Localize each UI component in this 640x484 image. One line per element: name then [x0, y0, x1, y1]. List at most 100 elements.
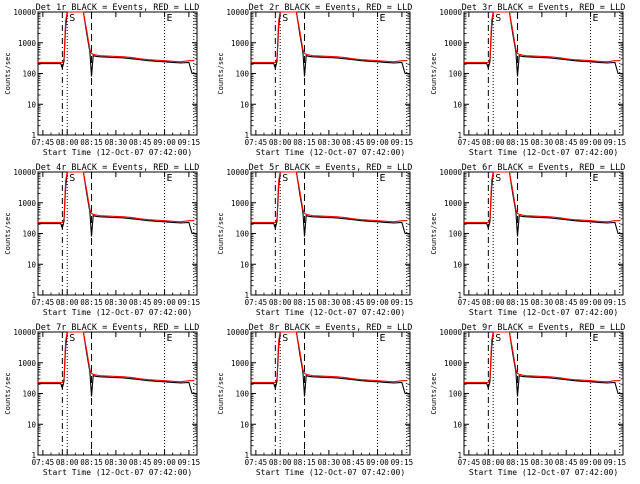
- panel-1-ytick-label: 100: [22, 70, 36, 79]
- panel-5-title: Det 5r BLACK = Events, RED = LLD: [249, 163, 413, 173]
- panel-7-title: Det 7r BLACK = Events, RED = LLD: [36, 323, 200, 333]
- panel-7-ytick-label: 100: [22, 390, 36, 399]
- panel-5-ytick-label: 10000: [226, 168, 249, 177]
- panel-7-marker-label: S: [69, 333, 75, 344]
- panel-9-xtick-label: 08:15: [506, 458, 529, 467]
- panel-4-ytick-label: 1000: [18, 199, 37, 208]
- panel-1-xtick-label: 08:15: [80, 138, 103, 147]
- panel-4-xtick-label: 08:00: [56, 298, 79, 307]
- panel-4-xlabel: Start Time (12-Oct-07 07:42:00): [43, 308, 192, 317]
- panel-1-ylabel: Counts/sec: [4, 52, 12, 94]
- panel-7-xtick-label: 09:15: [178, 458, 201, 467]
- panel-4-xtick-label: 07:45: [32, 298, 55, 307]
- panel-3-lld-line: [464, 11, 620, 63]
- panel-1-marker-label: S: [69, 13, 75, 24]
- panel-6-ytick-label: 1: [457, 291, 462, 300]
- panel-4-title: Det 4r BLACK = Events, RED = LLD: [36, 163, 200, 173]
- panel-2-ytick-label: 100: [235, 70, 249, 79]
- panel-8-title: Det 8r BLACK = Events, RED = LLD: [249, 323, 413, 333]
- panel-2-xlabel: Start Time (12-Oct-07 07:42:00): [256, 148, 405, 157]
- panel-6-ytick-label: 1000: [444, 199, 463, 208]
- panel-3-ytick-label: 1: [457, 131, 462, 140]
- panel-5-xtick-label: 08:00: [269, 298, 292, 307]
- panel-7-xtick-label: 09:00: [153, 458, 176, 467]
- panel-3-ytick-label: 10000: [439, 8, 462, 17]
- panel-3-ytick-label: 10: [453, 100, 463, 109]
- panel-3-xtick-label: 09:15: [604, 138, 627, 147]
- panel-8-xtick-label: 08:30: [318, 458, 341, 467]
- panel-8-xtick-label: 07:45: [245, 458, 268, 467]
- panel-9-xtick-label: 07:45: [458, 458, 481, 467]
- panel-1-xlabel: Start Time (12-Oct-07 07:42:00): [43, 148, 192, 157]
- panel-5-ytick-label: 1000: [231, 199, 250, 208]
- panel-6-ytick-label: 10: [453, 260, 463, 269]
- panel-3-xtick-label: 08:45: [555, 138, 578, 147]
- panel-9-xlabel: Start Time (12-Oct-07 07:42:00): [469, 468, 618, 477]
- panel-8-ytick-label: 10000: [226, 328, 249, 337]
- panel-9-xtick-label: 08:00: [482, 458, 505, 467]
- panel-1-xtick-label: 09:15: [178, 138, 201, 147]
- panel-3-ytick-label: 100: [448, 70, 462, 79]
- panel-2-ytick-label: 10000: [226, 8, 249, 17]
- panel-4-xtick-label: 08:15: [80, 298, 103, 307]
- panel-7-xtick-label: 08:00: [56, 458, 79, 467]
- panel-8-lld-line: [251, 331, 407, 383]
- panel-1-ytick-label: 1: [31, 131, 36, 140]
- panel-8-ytick-label: 1: [244, 451, 249, 460]
- panel-4-xtick-label: 09:15: [178, 298, 201, 307]
- panel-2-ytick-label: 10: [240, 100, 250, 109]
- panel-8-xtick-label: 08:00: [269, 458, 292, 467]
- panel-4-lld-line: [38, 171, 194, 223]
- panel-4-xtick-label: 08:45: [129, 298, 152, 307]
- panel-8-marker-label: S: [282, 333, 288, 344]
- panel-6-xtick-label: 09:15: [604, 298, 627, 307]
- panel-1-xtick-label: 08:30: [105, 138, 128, 147]
- panel-2-marker-label: E: [380, 13, 386, 24]
- panel-7-xlabel: Start Time (12-Oct-07 07:42:00): [43, 468, 192, 477]
- panel-8-xtick-label: 08:45: [342, 458, 365, 467]
- panel-3-marker-label: S: [495, 13, 501, 24]
- panel-6-marker-label: S: [495, 173, 501, 184]
- panel-4-xtick-label: 09:00: [153, 298, 176, 307]
- panel-7-ytick-label: 1: [31, 451, 36, 460]
- panel-4-ytick-label: 10000: [13, 168, 36, 177]
- panel-8-ytick-label: 10: [240, 420, 250, 429]
- panel-4-ylabel: Counts/sec: [4, 212, 12, 254]
- panel-5-xlabel: Start Time (12-Oct-07 07:42:00): [256, 308, 405, 317]
- panel-7-ylabel: Counts/sec: [4, 372, 12, 414]
- panel-6-xtick-label: 08:15: [506, 298, 529, 307]
- panel-6-xtick-label: 09:00: [579, 298, 602, 307]
- panel-6-xtick-label: 07:45: [458, 298, 481, 307]
- panel-1-xtick-label: 07:45: [32, 138, 55, 147]
- panel-2-ytick-label: 1: [244, 131, 249, 140]
- panel-2-title: Det 2r BLACK = Events, RED = LLD: [249, 3, 413, 13]
- panel-4-ytick-label: 1: [31, 291, 36, 300]
- panel-9-lld-line: [464, 331, 620, 383]
- panel-9-ytick-label: 1: [457, 451, 462, 460]
- panel-5-xtick-label: 07:45: [245, 298, 268, 307]
- panel-2-xtick-label: 09:15: [391, 138, 414, 147]
- panel-7-ytick-label: 1000: [18, 359, 37, 368]
- panel-8-ytick-label: 100: [235, 390, 249, 399]
- panel-7-ytick-label: 10000: [13, 328, 36, 337]
- panel-1-lld-line: [38, 11, 194, 63]
- panel-9-xtick-label: 08:45: [555, 458, 578, 467]
- panel-7-marker-label: E: [167, 333, 173, 344]
- panel-7-ytick-label: 10: [27, 420, 37, 429]
- panel-1-xtick-label: 08:00: [56, 138, 79, 147]
- panel-9-xtick-label: 09:15: [604, 458, 627, 467]
- panel-5-xtick-label: 09:15: [391, 298, 414, 307]
- panel-1-ytick-label: 10000: [13, 8, 36, 17]
- panel-5-xtick-label: 08:45: [342, 298, 365, 307]
- panel-4-ytick-label: 100: [22, 230, 36, 239]
- panel-4-xtick-label: 08:30: [105, 298, 128, 307]
- panel-3-xlabel: Start Time (12-Oct-07 07:42:00): [469, 148, 618, 157]
- panel-2-xtick-label: 08:30: [318, 138, 341, 147]
- panel-2-ylabel: Counts/sec: [217, 52, 225, 94]
- panel-4-marker-label: S: [69, 173, 75, 184]
- panel-4-marker-label: E: [167, 173, 173, 184]
- panel-5-ytick-label: 1: [244, 291, 249, 300]
- panel-7-xtick-label: 07:45: [32, 458, 55, 467]
- panel-5-marker-label: E: [380, 173, 386, 184]
